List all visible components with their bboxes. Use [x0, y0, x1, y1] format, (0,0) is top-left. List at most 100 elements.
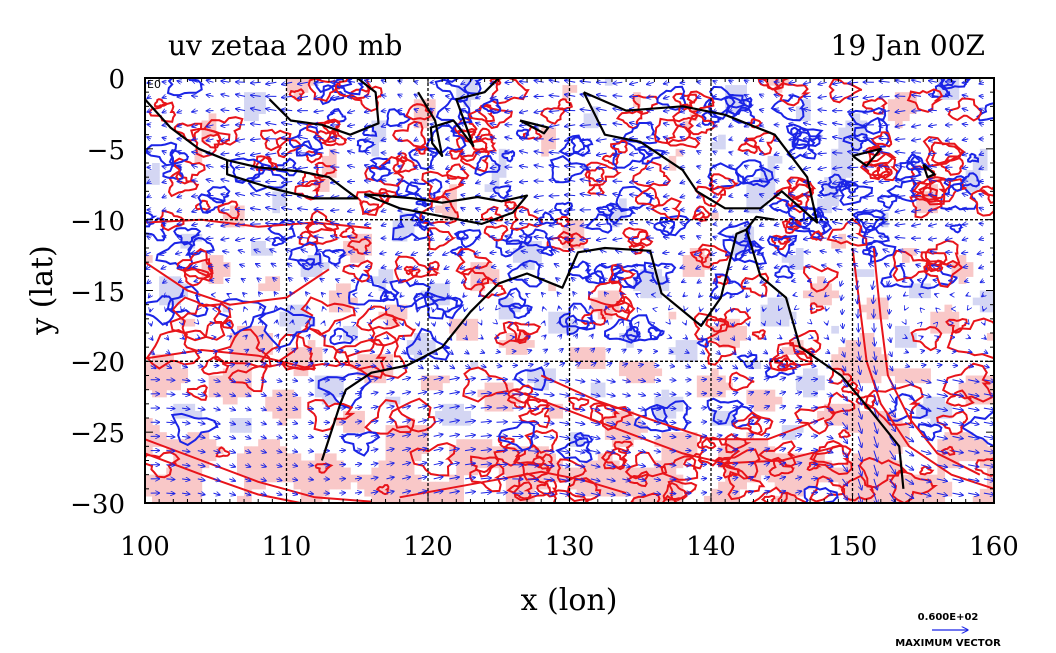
positive-vorticity-fill	[951, 318, 960, 327]
positive-vorticity-fill	[258, 467, 266, 476]
x-axis-label: x (lon)	[521, 583, 618, 618]
positive-vorticity-fill	[505, 403, 514, 412]
positive-vorticity-fill	[406, 439, 415, 447]
positive-vorticity-fill	[774, 474, 783, 483]
wind-vector	[348, 138, 356, 139]
positive-vorticity-fill	[711, 325, 719, 334]
negative-vorticity-fill	[661, 283, 670, 292]
positive-vorticity-contour	[749, 118, 763, 129]
positive-vorticity-fill	[611, 467, 620, 476]
positive-vorticity-fill	[937, 325, 946, 334]
positive-vorticity-fill	[491, 396, 500, 405]
positive-vorticity-fill	[831, 290, 839, 299]
negative-vorticity-fill	[781, 425, 790, 433]
positive-vorticity-fill	[272, 283, 281, 292]
positive-vorticity-fill	[300, 467, 309, 476]
positive-vorticity-fill	[958, 276, 967, 285]
positive-vorticity-fill	[965, 382, 974, 391]
negative-vorticity-fill	[979, 163, 988, 171]
wind-vector	[206, 125, 214, 127]
wind-vector	[700, 422, 707, 423]
positive-vorticity-fill	[145, 439, 153, 447]
negative-vorticity-fill	[732, 240, 740, 249]
positive-vorticity-fill	[336, 290, 344, 299]
positive-vorticity-fill	[944, 453, 953, 462]
wind-vector	[182, 323, 183, 325]
positive-vorticity-fill	[428, 375, 436, 384]
positive-vorticity-fill	[392, 446, 401, 455]
negative-vorticity-fill	[562, 325, 571, 334]
plot-area	[145, 78, 1002, 509]
negative-vorticity-fill	[293, 304, 302, 313]
positive-vorticity-fill	[831, 410, 839, 419]
x-tick-label: 130	[545, 532, 595, 562]
negative-vorticity-fill	[767, 163, 776, 171]
wind-vector	[1000, 337, 1002, 340]
positive-vorticity-fill	[527, 453, 535, 462]
positive-vorticity-fill	[824, 283, 832, 292]
positive-vorticity-fill	[767, 389, 776, 398]
wind-vector	[276, 394, 282, 396]
positive-vorticity-fill	[725, 333, 733, 341]
positive-vorticity-fill	[732, 325, 740, 334]
positive-vorticity-fill	[958, 255, 967, 263]
chart-date: 19 Jan 00Z	[831, 29, 985, 62]
positive-vorticity-fill	[979, 439, 988, 447]
wind-vector	[166, 351, 170, 354]
wind-vector	[622, 307, 623, 309]
wind-vector	[192, 80, 198, 82]
positive-vorticity-fill	[619, 467, 627, 476]
positive-vorticity-fill	[208, 439, 217, 447]
wind-vector	[810, 366, 816, 367]
positive-vorticity-fill	[279, 446, 288, 455]
wind-vector	[818, 153, 827, 154]
negative-vorticity-fill	[350, 325, 358, 334]
wind-vector	[842, 323, 843, 329]
positive-vorticity-fill	[852, 354, 861, 362]
positive-vorticity-fill	[866, 446, 875, 455]
negative-vorticity-contour	[653, 219, 676, 237]
positive-vorticity-fill	[449, 325, 457, 334]
negative-vorticity-fill	[619, 198, 627, 207]
wind-vector	[700, 493, 707, 494]
wind-vector	[198, 337, 200, 338]
positive-vorticity-fill	[923, 368, 931, 377]
negative-vorticity-fill	[173, 290, 181, 299]
negative-vorticity-fill	[753, 191, 762, 200]
positive-vorticity-fill	[753, 453, 762, 462]
wind-vector	[962, 82, 969, 83]
positive-vorticity-fill	[244, 453, 252, 462]
wind-vector	[810, 309, 811, 310]
positive-vorticity-fill	[633, 481, 641, 490]
negative-vorticity-fill	[420, 333, 429, 341]
negative-vorticity-fill	[711, 141, 719, 150]
negative-vorticity-fill	[626, 340, 634, 348]
wind-vector	[162, 151, 166, 153]
wind-vector	[261, 507, 267, 509]
positive-vorticity-fill	[831, 361, 839, 370]
wind-vector	[162, 181, 166, 182]
positive-vorticity-fill	[774, 396, 783, 405]
positive-vorticity-fill	[866, 304, 875, 313]
positive-vorticity-fill	[965, 375, 974, 384]
negative-vorticity-contour	[696, 337, 710, 348]
positive-vorticity-fill	[675, 148, 684, 157]
positive-vorticity-fill	[866, 488, 875, 497]
positive-vorticity-fill	[817, 410, 825, 419]
negative-vorticity-contour	[296, 258, 316, 271]
positive-vorticity-fill	[597, 290, 606, 299]
negative-vorticity-fill	[590, 120, 599, 129]
negative-vorticity-fill	[512, 248, 521, 256]
negative-vorticity-fill	[428, 283, 436, 292]
wind-vector	[809, 295, 811, 296]
wind-vector	[637, 308, 638, 309]
positive-vorticity-contour	[872, 247, 981, 476]
negative-vorticity-fill	[640, 290, 648, 299]
negative-vorticity-fill	[491, 177, 500, 185]
positive-vorticity-fill	[357, 361, 365, 370]
positive-vorticity-fill	[633, 425, 641, 433]
wind-vector	[245, 507, 251, 509]
negative-vorticity-fill	[597, 382, 606, 391]
wind-vector	[162, 96, 166, 98]
negative-vorticity-fill	[173, 403, 181, 412]
